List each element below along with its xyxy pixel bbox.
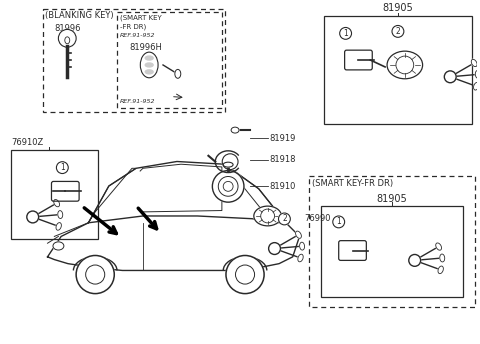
Text: 81910: 81910 [270, 182, 296, 191]
Ellipse shape [298, 254, 303, 262]
Ellipse shape [54, 200, 60, 207]
Ellipse shape [56, 223, 61, 230]
Circle shape [57, 162, 68, 173]
Text: REF.91-952: REF.91-952 [120, 33, 155, 39]
Text: 1: 1 [343, 29, 348, 38]
Bar [43, 9, 225, 112]
Circle shape [340, 28, 351, 39]
Text: 81918: 81918 [270, 155, 296, 164]
Ellipse shape [58, 211, 63, 218]
Ellipse shape [145, 56, 153, 60]
FancyBboxPatch shape [51, 181, 79, 201]
Circle shape [223, 181, 233, 191]
Bar [117, 12, 222, 108]
Circle shape [212, 171, 244, 202]
Ellipse shape [145, 63, 153, 67]
Text: 81905: 81905 [383, 3, 413, 13]
Circle shape [261, 209, 275, 223]
Text: 2: 2 [282, 214, 287, 224]
Text: (SMART KEY: (SMART KEY [120, 15, 161, 21]
Text: 76910Z: 76910Z [11, 138, 43, 147]
Circle shape [444, 71, 456, 83]
Text: (SMART KEY-FR DR): (SMART KEY-FR DR) [312, 180, 393, 189]
Circle shape [278, 213, 290, 225]
Text: -FR DR): -FR DR) [120, 23, 146, 30]
Circle shape [218, 176, 238, 196]
Text: 81905: 81905 [377, 194, 408, 204]
Circle shape [85, 265, 105, 284]
FancyBboxPatch shape [345, 50, 372, 70]
Circle shape [226, 256, 264, 294]
Circle shape [269, 243, 280, 255]
Circle shape [396, 56, 414, 74]
Circle shape [392, 25, 404, 37]
Ellipse shape [474, 83, 479, 90]
Bar [321, 206, 463, 297]
Text: 2: 2 [396, 27, 400, 36]
Bar [324, 15, 472, 124]
Text: 76990: 76990 [304, 214, 331, 224]
Text: 81919: 81919 [270, 133, 296, 142]
Circle shape [59, 30, 76, 47]
Ellipse shape [300, 242, 305, 250]
FancyBboxPatch shape [339, 241, 366, 260]
Circle shape [409, 255, 420, 266]
Ellipse shape [53, 242, 64, 250]
Text: 81996: 81996 [54, 23, 81, 32]
Polygon shape [48, 216, 300, 270]
Circle shape [76, 256, 114, 294]
Text: 81996H: 81996H [130, 43, 163, 52]
Ellipse shape [145, 70, 153, 74]
Ellipse shape [296, 231, 301, 238]
Ellipse shape [387, 51, 422, 79]
Circle shape [27, 211, 39, 223]
Ellipse shape [438, 266, 444, 273]
Bar [309, 176, 475, 307]
Ellipse shape [475, 71, 480, 78]
Circle shape [222, 154, 238, 170]
Circle shape [236, 265, 254, 284]
Ellipse shape [436, 243, 442, 250]
Circle shape [333, 216, 345, 228]
Ellipse shape [175, 69, 181, 78]
Text: 1: 1 [60, 163, 65, 172]
Ellipse shape [231, 127, 239, 133]
Text: 1: 1 [336, 217, 341, 226]
Bar [11, 150, 98, 239]
Text: (BLANKING KEY): (BLANKING KEY) [45, 11, 113, 20]
Ellipse shape [254, 206, 281, 226]
Text: REF.91-952: REF.91-952 [120, 98, 155, 104]
Ellipse shape [65, 37, 70, 44]
Ellipse shape [223, 162, 233, 167]
Ellipse shape [471, 60, 477, 67]
Ellipse shape [140, 52, 158, 78]
Ellipse shape [440, 254, 444, 262]
